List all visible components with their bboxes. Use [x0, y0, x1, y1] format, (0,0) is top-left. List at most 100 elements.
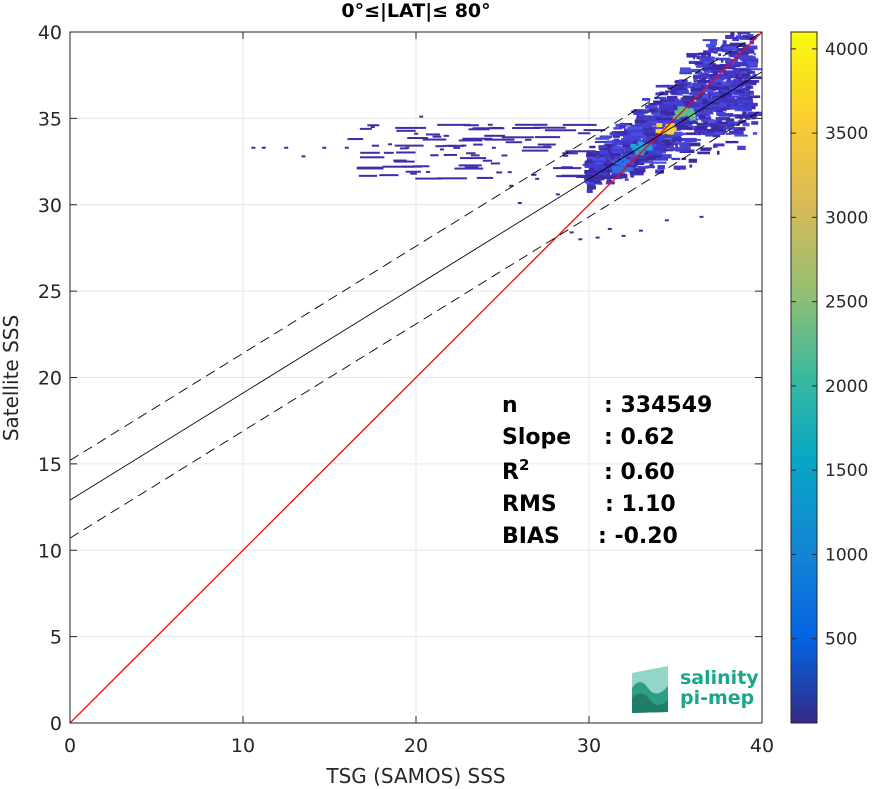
density-cell: [681, 157, 687, 161]
density-cell: [682, 121, 698, 124]
density-cell: [710, 44, 716, 48]
density-cell: [735, 76, 746, 80]
density-cell: [731, 90, 743, 94]
density-cell: [710, 57, 720, 60]
density-cell: [655, 124, 670, 129]
density-cell: [746, 86, 752, 89]
density-cell: [688, 108, 704, 113]
density-streak: [534, 136, 561, 139]
density-streak: [501, 154, 508, 157]
density-cell: [610, 133, 622, 136]
scatter-point: [251, 146, 256, 149]
density-cell: [734, 25, 746, 28]
fit-lines: [70, 32, 762, 723]
density-cell: [707, 65, 723, 70]
density-cell: [714, 91, 725, 96]
y-tick-label: 20: [38, 368, 62, 390]
density-streak: [430, 154, 439, 157]
density-streak: [501, 136, 534, 139]
density-cell: [690, 88, 705, 92]
density-cell: [688, 158, 698, 163]
density-cell: [728, 91, 740, 95]
density-cell: [732, 79, 736, 82]
density-cell: [630, 164, 635, 168]
density-cell: [746, 34, 754, 39]
density-cell: [747, 71, 752, 74]
density-streak: [405, 170, 421, 173]
scatter-point: [322, 146, 327, 149]
density-cell: [652, 127, 663, 130]
density-cell: [701, 119, 708, 122]
density-cell: [658, 104, 674, 107]
density-cell: [595, 137, 610, 140]
density-streak: [484, 138, 515, 141]
colorbar-tick-label: 2000: [825, 377, 868, 397]
density-core-cell: [620, 157, 627, 162]
density-core-cell: [655, 129, 662, 134]
density-cell: [713, 121, 728, 124]
density-cell: [723, 101, 734, 105]
density-cell: [735, 73, 739, 79]
density-streak: [544, 129, 577, 132]
density-cell: [700, 111, 711, 117]
stat-value: : 0.60: [604, 460, 675, 485]
density-core-cell: [624, 159, 631, 164]
density-cell: [597, 152, 613, 155]
density-cell: [638, 166, 649, 169]
scatter-points: [251, 86, 756, 241]
density-streak: [561, 166, 573, 169]
scatter-point: [569, 231, 574, 234]
density-cell: [729, 95, 733, 98]
density-core-cell: [617, 166, 624, 171]
stat-value: : 334549: [604, 393, 712, 418]
density-cell: [702, 39, 718, 42]
density-cell: [619, 125, 626, 129]
scatter-point: [301, 155, 306, 158]
density-streak: [521, 149, 549, 152]
density-cell: [720, 94, 733, 97]
density-cell: [657, 165, 665, 170]
density-cell: [729, 42, 746, 47]
y-tick-label: 30: [38, 195, 62, 217]
density-streak: [358, 174, 378, 177]
density-cell: [679, 71, 692, 75]
density-cell: [637, 139, 642, 144]
density-streak: [347, 138, 364, 141]
density-cell: [747, 25, 760, 28]
density-cell: [701, 63, 713, 67]
density-cell: [606, 159, 612, 162]
density-cell: [672, 138, 681, 142]
density-cell: [725, 95, 742, 98]
density-streak: [473, 143, 483, 146]
stat-value: : 0.62: [604, 425, 675, 450]
density-streak: [432, 135, 442, 138]
density-cell: [592, 168, 603, 171]
density-cell: [685, 118, 691, 122]
density-cell: [673, 107, 679, 111]
density-cell: [625, 163, 636, 166]
density-cell: [742, 102, 758, 107]
density-cell: [726, 77, 732, 82]
density-cell: [679, 142, 689, 147]
density-cell: [660, 114, 666, 117]
density-cell: [648, 123, 664, 126]
stats-block: n: 334549 Slope: 0.62 R2: 0.60 RMS: 1.10 BIA…: [502, 393, 712, 549]
scatter-point: [426, 170, 431, 173]
density-cell: [674, 142, 690, 145]
density-streak: [379, 174, 399, 177]
density-cell: [733, 127, 746, 131]
density-cell: [659, 105, 672, 110]
density-cell: [630, 174, 635, 178]
density-cell: [697, 151, 711, 155]
density-cell: [635, 158, 649, 162]
density-cell: [746, 90, 754, 95]
density-cell: [658, 118, 663, 122]
density-cell: [709, 41, 718, 46]
density-cell: [641, 116, 655, 121]
density-cell: [630, 161, 634, 164]
density-cell: [668, 147, 684, 151]
density-cell: [672, 134, 679, 137]
density-cell: [657, 149, 674, 152]
density-core-cell: [638, 141, 645, 146]
density-cell: [688, 92, 694, 95]
